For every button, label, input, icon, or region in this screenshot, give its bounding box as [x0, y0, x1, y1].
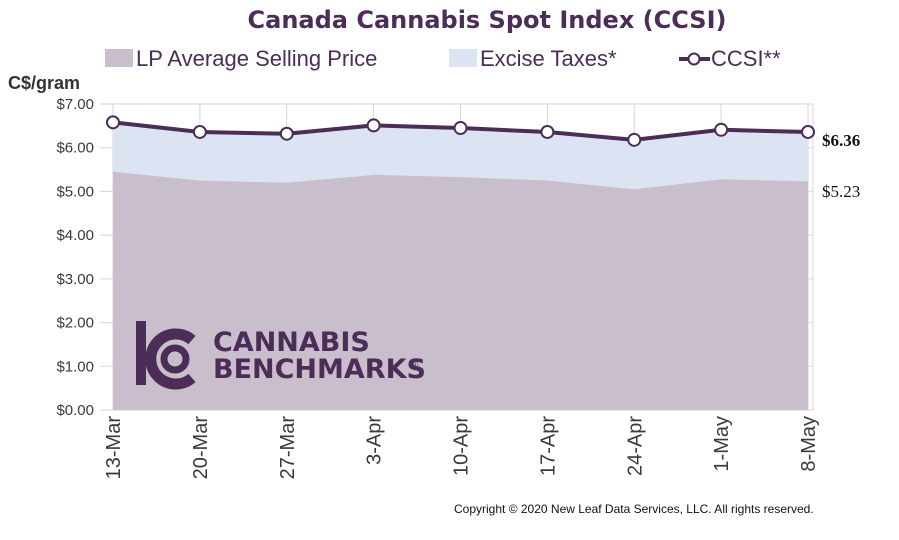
- x-tick-label: 3-Apr: [364, 416, 386, 465]
- x-tick-label: 27-Mar: [277, 416, 299, 480]
- legend-swatch-ccsi-point: [687, 52, 701, 66]
- cannabis-benchmarks-logo: CANNABIS BENCHMARKS ®: [136, 321, 426, 390]
- ccsi-line-series: [106, 115, 815, 147]
- x-tick-label: 1-May: [711, 416, 733, 472]
- y-tick-label: $4.00: [56, 227, 94, 244]
- legend-label-ccsi: CCSI**: [711, 46, 781, 71]
- legend: LP Average Selling Price Excise Taxes* CCS…: [105, 46, 781, 71]
- ccsi-point: [106, 115, 120, 130]
- ccsi-point: [714, 122, 729, 137]
- logo-text-line1: CANNABIS: [213, 327, 370, 358]
- y-tick-label: $3.00: [56, 271, 94, 288]
- y-tick-label: $0.00: [56, 402, 94, 419]
- x-tick-label: 8-May: [798, 416, 820, 472]
- y-axis: $0.00 $1.00 $2.00 $3.00 $4.00 $5.00 $6.00 $7.00: [56, 96, 94, 419]
- lp-average-selling-price-area: [113, 171, 808, 410]
- lp-end-value-label: $5.23: [822, 182, 860, 201]
- ccsi-point: [366, 118, 381, 133]
- chart-title: Canada Cannabis Spot Index (CCSI): [248, 6, 727, 34]
- y-tick-label: $7.00: [56, 96, 94, 113]
- y-tick-label: $6.00: [56, 140, 94, 157]
- ccsi-point: [279, 126, 294, 141]
- logo-registered-mark: ®: [411, 360, 419, 371]
- logo-text-line2: BENCHMARKS: [213, 354, 426, 385]
- ccsi-point: [801, 124, 815, 139]
- ccsi-point: [192, 124, 207, 139]
- ccsi-point: [627, 132, 642, 147]
- ccsi-point: [453, 121, 468, 136]
- x-tick-label: 20-Mar: [190, 416, 212, 480]
- y-tick-label: $2.00: [56, 315, 94, 332]
- x-tick-label: 24-Apr: [624, 416, 646, 476]
- logo-mark-icon: [136, 321, 196, 390]
- ccsi-end-value-label: $6.36: [822, 131, 860, 150]
- x-axis: 13-Mar 20-Mar 27-Mar 3-Apr 10-Apr 17-Apr 24-Ap…: [103, 416, 820, 480]
- legend-swatch-excise: [449, 49, 477, 67]
- legend-label-excise: Excise Taxes*: [480, 46, 617, 71]
- copyright-notice: Copyright © 2020 New Leaf Data Services,…: [454, 502, 814, 516]
- x-tick-label: 13-Mar: [103, 416, 125, 480]
- y-axis-unit-label: C$/gram: [8, 73, 80, 93]
- legend-label-lp: LP Average Selling Price: [136, 46, 377, 71]
- x-tick-label: 10-Apr: [451, 416, 473, 476]
- y-tick-label: $5.00: [56, 183, 94, 200]
- y-tick-label: $1.00: [56, 358, 94, 375]
- x-tick-label: 17-Apr: [537, 416, 559, 476]
- legend-swatch-lp: [105, 49, 133, 67]
- ccsi-point: [540, 124, 555, 139]
